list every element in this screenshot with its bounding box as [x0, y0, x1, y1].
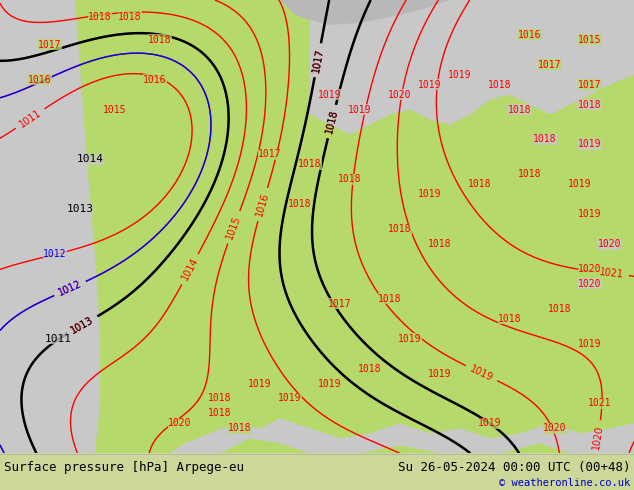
Text: 1019: 1019 — [578, 140, 602, 149]
Text: 1018: 1018 — [508, 104, 532, 115]
Text: 1018: 1018 — [119, 12, 142, 22]
Text: 1019: 1019 — [448, 70, 472, 80]
Text: 1020: 1020 — [388, 90, 411, 99]
Text: 1019: 1019 — [478, 418, 501, 428]
Text: 1018: 1018 — [388, 224, 411, 234]
Text: 1016: 1016 — [254, 191, 271, 218]
Text: 1018: 1018 — [469, 179, 492, 189]
Text: 1012: 1012 — [57, 279, 84, 298]
Text: Surface pressure [hPa] Arpege-eu: Surface pressure [hPa] Arpege-eu — [4, 461, 244, 474]
Text: 1018: 1018 — [488, 80, 512, 90]
Polygon shape — [310, 0, 634, 134]
Text: 1019: 1019 — [318, 378, 342, 389]
Text: 1018: 1018 — [358, 364, 382, 373]
Text: 1020: 1020 — [578, 264, 602, 274]
Text: 1014: 1014 — [77, 154, 103, 164]
Text: 1018: 1018 — [339, 174, 362, 184]
Text: 1012: 1012 — [43, 249, 67, 259]
Text: 1018: 1018 — [518, 170, 541, 179]
Text: 1017: 1017 — [311, 47, 325, 73]
Text: 1021: 1021 — [588, 398, 612, 409]
Text: 1020: 1020 — [543, 423, 567, 433]
Text: 1011: 1011 — [17, 107, 43, 129]
Text: 1020: 1020 — [591, 424, 605, 450]
Text: 1014: 1014 — [180, 256, 200, 282]
Text: 1017: 1017 — [328, 299, 352, 309]
Text: 1020: 1020 — [578, 279, 602, 289]
Text: 1019: 1019 — [398, 334, 422, 343]
Text: 1019: 1019 — [568, 179, 592, 189]
Text: 1018: 1018 — [548, 304, 572, 314]
Text: 1019: 1019 — [418, 80, 442, 90]
Text: 1019: 1019 — [578, 209, 602, 219]
Text: 1013: 1013 — [69, 315, 96, 335]
Text: 1016: 1016 — [29, 74, 52, 85]
Text: 1017: 1017 — [538, 60, 562, 70]
Polygon shape — [0, 0, 100, 453]
Text: 1018: 1018 — [298, 159, 321, 170]
Text: © weatheronline.co.uk: © weatheronline.co.uk — [499, 478, 630, 488]
Text: 1019: 1019 — [469, 364, 495, 383]
Polygon shape — [170, 418, 634, 453]
Text: 1019: 1019 — [418, 189, 442, 199]
Polygon shape — [280, 0, 450, 25]
Text: 1018: 1018 — [288, 199, 312, 209]
Text: 1016: 1016 — [143, 74, 167, 85]
Text: 1018: 1018 — [208, 393, 232, 403]
Text: 1018: 1018 — [378, 294, 402, 304]
Text: 1019: 1019 — [249, 378, 272, 389]
Text: 1013: 1013 — [69, 315, 96, 335]
Text: 1017: 1017 — [311, 47, 325, 73]
Text: 1018: 1018 — [208, 408, 232, 418]
Text: 1018: 1018 — [228, 423, 252, 433]
Text: 1011: 1011 — [44, 334, 72, 343]
Text: 1019: 1019 — [278, 393, 302, 403]
Text: 1012: 1012 — [57, 279, 84, 298]
Text: 1018: 1018 — [324, 108, 340, 135]
Text: 1021: 1021 — [599, 267, 624, 280]
Text: Su 26-05-2024 00:00 UTC (00+48): Su 26-05-2024 00:00 UTC (00+48) — [398, 461, 630, 474]
Text: 1019: 1019 — [578, 339, 602, 349]
Text: 1015: 1015 — [578, 35, 602, 45]
Text: 1020: 1020 — [168, 418, 191, 428]
Text: 1018: 1018 — [533, 134, 557, 145]
Text: 1020: 1020 — [598, 239, 622, 249]
Text: 1017: 1017 — [258, 149, 281, 159]
Text: 1018: 1018 — [148, 35, 172, 45]
Text: 1017: 1017 — [38, 40, 61, 50]
Text: 1018: 1018 — [324, 108, 340, 135]
Text: 1018: 1018 — [578, 99, 602, 110]
Text: 1016: 1016 — [518, 30, 541, 40]
Text: 1017: 1017 — [578, 80, 602, 90]
Text: 1019: 1019 — [348, 104, 372, 115]
Text: 1013: 1013 — [67, 204, 93, 214]
Text: 1018: 1018 — [428, 239, 452, 249]
Text: 1015: 1015 — [103, 104, 127, 115]
Text: 1015: 1015 — [225, 214, 243, 241]
Text: 1019: 1019 — [428, 368, 452, 379]
Text: 1018: 1018 — [88, 12, 112, 22]
Text: 1019: 1019 — [318, 90, 342, 99]
Text: 1018: 1018 — [498, 314, 522, 324]
